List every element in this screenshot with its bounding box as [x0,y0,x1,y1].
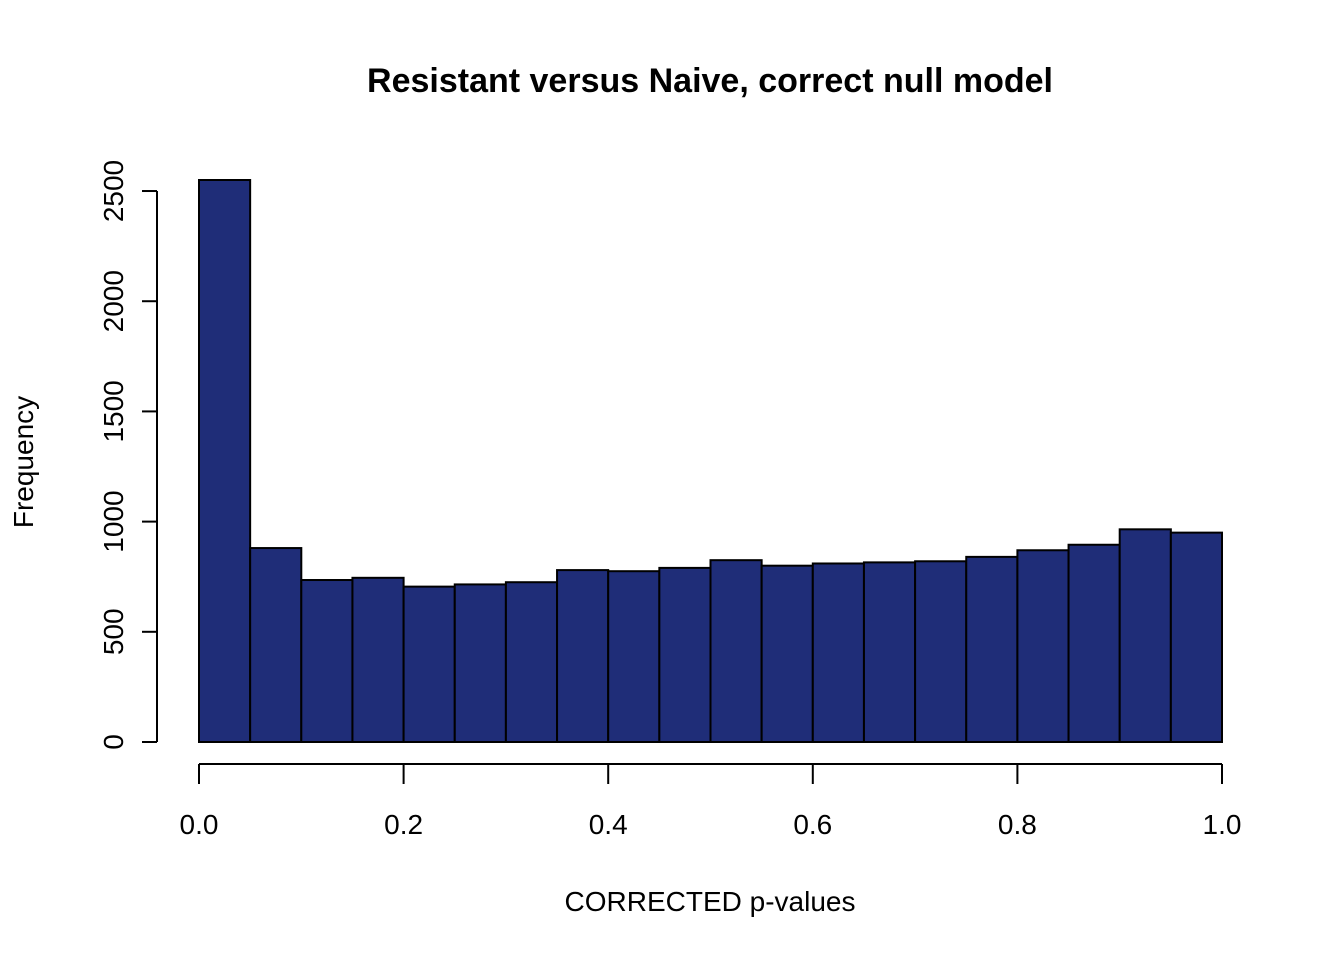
histogram-bar [402,585,456,743]
y-tick-label: 2500 [98,160,129,222]
histogram-bar [862,561,917,743]
x-tick-label: 0.4 [589,809,628,840]
histogram-bar [607,570,661,744]
histogram-bar [249,547,303,744]
histogram-bar [760,564,814,743]
histogram-bar [1067,543,1121,743]
y-tick-label: 2000 [98,270,129,332]
histogram-bar [300,579,354,744]
histogram-bar [709,559,763,743]
histogram-bar [1016,549,1070,744]
x-tick-label: 1.0 [1203,809,1242,840]
y-axis: 0 500 1000 1500 2000 2500 [98,160,158,750]
histogram-bar [811,562,865,744]
histogram-bar [504,581,559,744]
y-tick-label: 500 [98,608,129,655]
x-axis-label: CORRECTED p-values [565,886,856,917]
x-tick-label: 0.2 [384,809,423,840]
histogram-bar [965,555,1019,744]
y-axis-label: Frequency [8,396,39,528]
chart-title: Resistant versus Naive, correct null mod… [367,62,1053,100]
y-tick-label: 1500 [98,380,129,442]
x-tick-label: 0.8 [998,809,1037,840]
histogram-bar [1169,531,1223,743]
histogram-bar [1118,528,1172,744]
y-tick-label: 1000 [98,490,129,552]
histogram-bar [351,576,405,744]
histogram-bar [453,583,507,744]
histogram-bar [556,569,610,743]
histogram-bar [658,566,712,743]
x-tick-label: 0.0 [180,809,219,840]
histogram-bar [914,560,968,744]
x-axis: 0.0 0.2 0.4 0.6 0.8 1.0 [180,763,1242,840]
bars-group [198,179,1223,744]
y-tick-label: 0 [98,734,129,750]
histogram-bar [198,179,252,743]
x-tick-label: 0.6 [793,809,832,840]
